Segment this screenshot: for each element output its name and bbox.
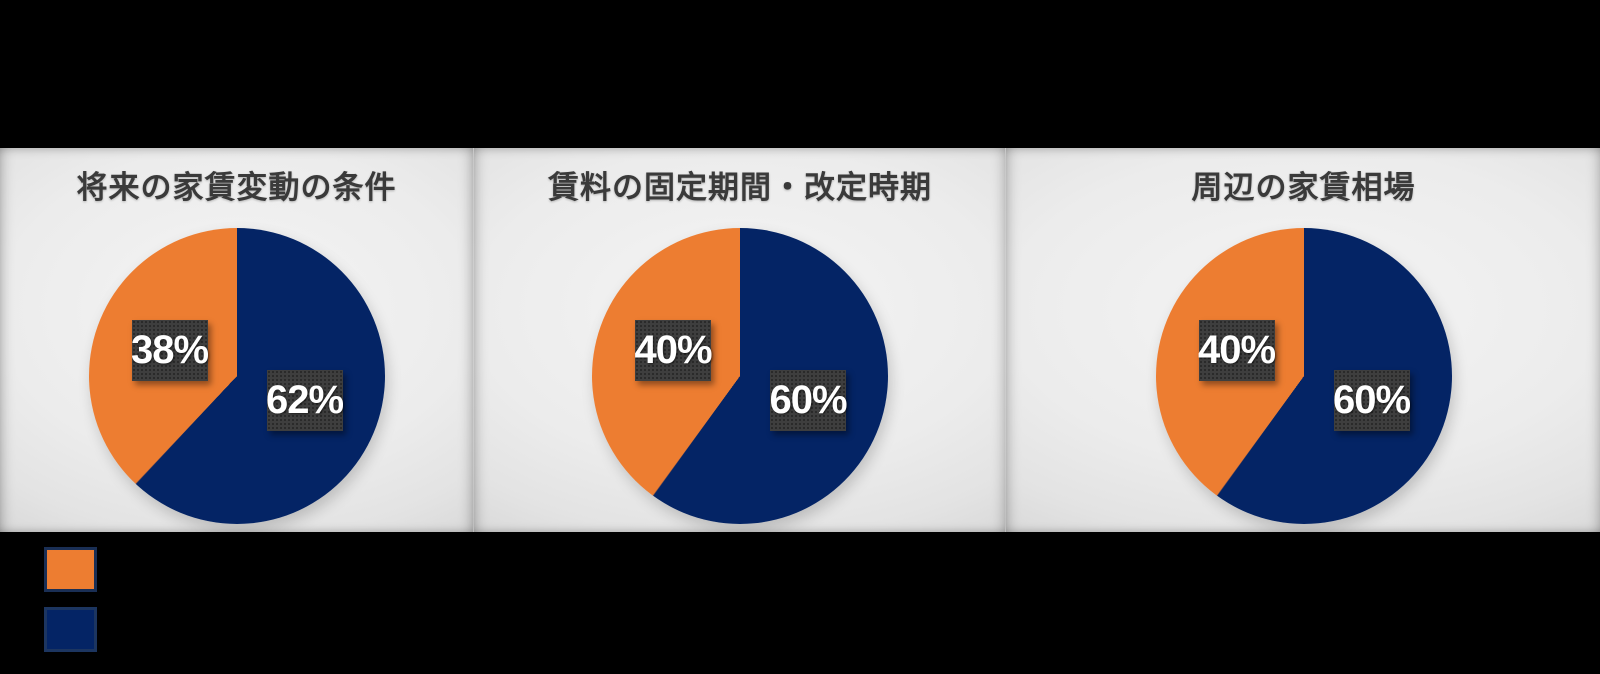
legend-swatch-orange (44, 547, 97, 592)
chart-panel-fixed-period-revision: 賃料の固定期間・改定時期 40% 60% (473, 148, 1006, 532)
legend-swatch-navy (44, 607, 97, 652)
data-label-orange-slice: 40% (634, 320, 713, 381)
data-label-navy-slice: 60% (1333, 370, 1411, 431)
data-label-navy-slice: 62% (266, 370, 344, 431)
chart-title: 将来の家賃変動の条件 (76, 170, 397, 205)
chart-panel-future-rent-conditions: 将来の家賃変動の条件 38% 62% (0, 148, 473, 532)
charts-strip: 将来の家賃変動の条件 38% 62% 賃料の固定期間・改定時期 40% 60% … (0, 148, 1600, 532)
data-label-navy-slice: 60% (769, 370, 848, 431)
chart-title: 周辺の家賃相場 (1191, 170, 1416, 205)
chart-panel-surrounding-rent-market: 周辺の家賃相場 40% 60% (1005, 148, 1600, 532)
data-label-orange-slice: 40% (1198, 320, 1276, 381)
chart-title: 賃料の固定期間・改定時期 (548, 170, 932, 205)
data-label-orange-slice: 38% (131, 320, 209, 381)
